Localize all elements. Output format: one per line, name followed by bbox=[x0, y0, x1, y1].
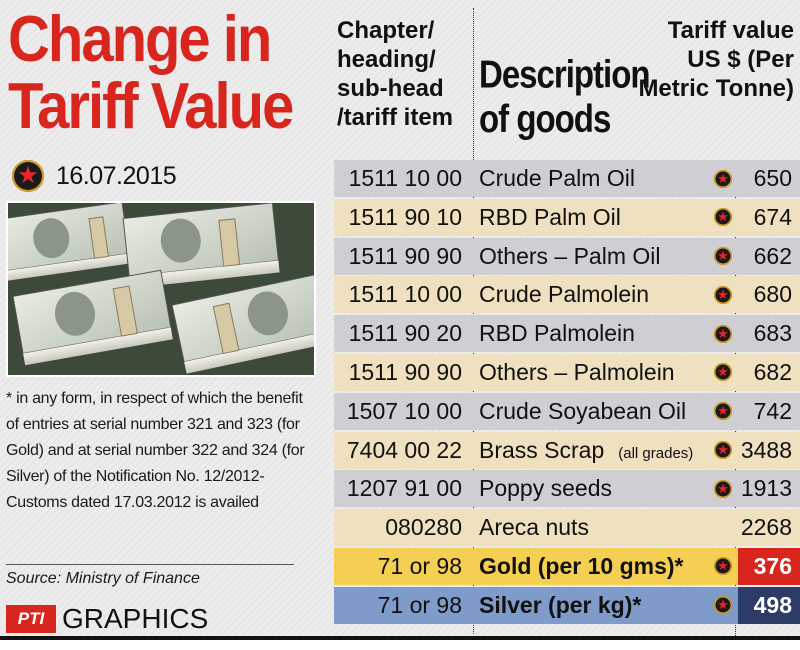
table-row: 1511 10 00 Crude Palm Oil ★ 650 bbox=[334, 160, 800, 197]
tariff-value: 683 bbox=[753, 320, 792, 347]
tariff-code: 7404 00 22 bbox=[346, 436, 462, 463]
bottom-rule bbox=[0, 636, 800, 640]
goods-description-text: Crude Palm Oil bbox=[479, 165, 635, 191]
tariff-value: 650 bbox=[753, 165, 792, 191]
tariff-value: 2268 bbox=[740, 514, 792, 541]
goods-description: Others – Palmolein bbox=[470, 359, 714, 386]
goods-description: Crude Palm Oil bbox=[470, 165, 714, 192]
goods-description: Silver (per kg)* bbox=[470, 592, 714, 619]
star-badge-icon: ★ bbox=[714, 596, 732, 615]
goods-note: (all grades) bbox=[618, 444, 694, 462]
footnote: * in any form, in respect of which the b… bbox=[6, 390, 305, 511]
tariff-code: 1511 10 00 bbox=[348, 165, 462, 191]
tariff-code: 080280 bbox=[385, 514, 462, 541]
table-row: 1511 90 90 Others – Palm Oil ★ 662 bbox=[334, 237, 800, 275]
date: 16.07.2015 bbox=[56, 161, 177, 190]
table-row: 71 or 98 Silver (per kg)* ★ 498 bbox=[334, 586, 800, 624]
tariff-value: 682 bbox=[753, 358, 792, 385]
goods-description-text: Crude Palmolein bbox=[479, 281, 650, 308]
dollar-bundles-image bbox=[6, 201, 316, 377]
goods-description-text: Brass Scrap bbox=[479, 436, 605, 463]
goods-description-text: Silver (per kg)* bbox=[479, 591, 642, 618]
star-badge-icon: ★ bbox=[714, 479, 732, 498]
table-row: 1511 90 10 RBD Palm Oil ★ 674 bbox=[334, 198, 800, 236]
tariff-value: 376 bbox=[738, 547, 800, 585]
goods-description: Crude Palmolein bbox=[470, 281, 714, 308]
goods-description: RBD Palmolein bbox=[470, 320, 714, 347]
tariff-code: 1207 91 00 bbox=[346, 475, 462, 502]
tariff-code: 1511 90 10 bbox=[348, 203, 462, 230]
tariff-value: 498 bbox=[738, 586, 800, 624]
star-badge-icon: ★ bbox=[714, 247, 732, 266]
tariff-table: 1511 10 00 Crude Palm Oil ★ 650 1511 90 10 RB… bbox=[334, 160, 800, 626]
tariff-value: 662 bbox=[753, 242, 792, 269]
star-badge-icon bbox=[714, 519, 732, 537]
table-row: 1507 10 00 Crude Soyabean Oil ★ 742 bbox=[334, 392, 800, 430]
goods-description-text: Areca nuts bbox=[479, 514, 589, 541]
goods-description: Areca nuts bbox=[470, 514, 714, 541]
goods-description: Poppy seeds bbox=[470, 475, 714, 502]
goods-description: Brass Scrap (all grades) bbox=[470, 437, 714, 464]
header-chapter: Chapter/ heading/ sub-head /tariff item bbox=[337, 17, 454, 131]
tariff-code: 71 or 98 bbox=[377, 552, 462, 579]
goods-description: Others – Palm Oil bbox=[470, 243, 714, 270]
page-title: Change in Tariff Value bbox=[8, 2, 294, 143]
goods-description-text: Others – Palm Oil bbox=[479, 242, 661, 269]
goods-description-text: RBD Palmolein bbox=[479, 320, 635, 347]
tariff-code: 1511 90 20 bbox=[348, 320, 462, 347]
goods-description: Gold (per 10 gms)* bbox=[470, 553, 714, 580]
tariff-code: 1511 90 90 bbox=[348, 242, 462, 269]
credit: PTI GRAPHICS bbox=[6, 603, 208, 635]
tariff-code: 1511 90 90 bbox=[348, 358, 462, 385]
tariff-code: 1511 10 00 bbox=[348, 281, 462, 308]
header-tariff-value: Tariff value US $ (Per Metric Tonne) bbox=[638, 17, 794, 102]
star-badge-icon: ★ bbox=[714, 363, 732, 382]
header-description: Description of goods bbox=[479, 52, 651, 141]
star-badge-icon: ★ bbox=[714, 557, 732, 576]
goods-description: Crude Soyabean Oil bbox=[470, 398, 714, 425]
table-row: 1511 90 20 RBD Palmolein ★ 683 bbox=[334, 315, 800, 353]
tariff-code: 1507 10 00 bbox=[346, 397, 462, 424]
star-badge-icon: ★ bbox=[714, 441, 732, 460]
pti-logo: PTI bbox=[6, 605, 56, 633]
tariff-value: 742 bbox=[753, 397, 792, 424]
star-badge-icon: ★ bbox=[714, 285, 732, 304]
star-badge-icon: ★ bbox=[12, 160, 44, 192]
tariff-code: 71 or 98 bbox=[377, 591, 462, 618]
goods-description: RBD Palm Oil bbox=[470, 204, 714, 231]
tariff-value: 680 bbox=[753, 281, 792, 308]
star-badge-icon: ★ bbox=[714, 169, 732, 188]
goods-description-text: Others – Palmolein bbox=[479, 358, 675, 385]
table-row: 1207 91 00 Poppy seeds ★ 1913 bbox=[334, 470, 800, 508]
divider bbox=[6, 564, 294, 565]
source-note: Source: Ministry of Finance bbox=[6, 570, 200, 587]
table-row: 71 or 98 Gold (per 10 gms)* ★ 376 bbox=[334, 547, 800, 585]
tariff-value: 674 bbox=[753, 203, 792, 230]
date-row: ★ 16.07.2015 bbox=[12, 158, 177, 194]
table-row: 7404 00 22 Brass Scrap (all grades) ★ 3488 bbox=[334, 431, 800, 469]
table-row: 1511 90 90 Others – Palmolein ★ 682 bbox=[334, 353, 800, 391]
star-badge-icon: ★ bbox=[714, 402, 732, 421]
tariff-value: 1913 bbox=[740, 475, 792, 502]
goods-description-text: Crude Soyabean Oil bbox=[479, 397, 687, 424]
table-row: 1511 10 00 Crude Palmolein ★ 680 bbox=[334, 276, 800, 314]
goods-description-text: Gold (per 10 gms)* bbox=[479, 552, 684, 579]
star-badge-icon: ★ bbox=[714, 208, 732, 227]
goods-description-text: Poppy seeds bbox=[479, 475, 612, 502]
star-badge-icon: ★ bbox=[714, 324, 732, 343]
tariff-value: 3488 bbox=[740, 436, 792, 463]
goods-description-text: RBD Palm Oil bbox=[479, 203, 621, 230]
credit-text: GRAPHICS bbox=[62, 603, 209, 634]
table-row: 080280 Areca nuts 2268 bbox=[334, 509, 800, 547]
